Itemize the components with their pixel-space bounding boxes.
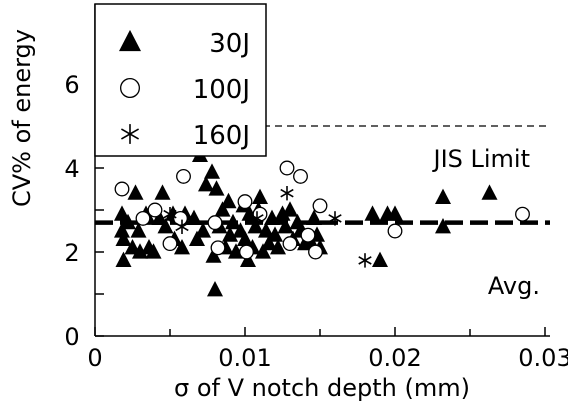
- point-30j: [130, 222, 147, 238]
- point-100j: [239, 244, 254, 260]
- point-30j: [387, 205, 403, 221]
- point-100j: [293, 168, 308, 184]
- point-30j: [186, 209, 202, 225]
- point-100j: [279, 160, 295, 176]
- point-100j: [515, 206, 530, 222]
- point-30j: [120, 213, 136, 230]
- point-30j: [154, 184, 171, 200]
- point-30j: [214, 201, 231, 217]
- point-160j-stroke: [328, 214, 342, 223]
- point-160j: [328, 211, 342, 226]
- point-30j: [240, 251, 256, 267]
- point-30j: [127, 184, 144, 200]
- point-100j: [135, 210, 151, 226]
- point-30j: [252, 188, 268, 204]
- y-tick-label: 4: [64, 155, 79, 183]
- point-100j: [162, 236, 178, 252]
- legend-marker-160j: [120, 124, 140, 144]
- point-30j: [207, 281, 223, 297]
- point-30j: [132, 243, 148, 259]
- point-30j: [372, 251, 388, 267]
- point-30j: [255, 243, 271, 259]
- point-30j: [267, 226, 283, 242]
- point-30j: [115, 230, 132, 246]
- point-30j: [270, 239, 286, 255]
- point-30j: [222, 226, 238, 242]
- data-points: [114, 139, 530, 297]
- point-30j: [237, 230, 253, 246]
- tick-labels: 0 2 4 6 0 0.01 0.02 0.03: [64, 71, 568, 372]
- point-30j: [282, 201, 298, 217]
- point-30j: [225, 213, 241, 230]
- point-30j: [174, 239, 190, 255]
- legend-label-160j: 160J: [193, 121, 250, 151]
- jis-limit-label: JIS Limit: [431, 145, 530, 173]
- x-tick-label: 0.02: [368, 344, 421, 372]
- point-30j: [198, 176, 214, 192]
- point-30j: [151, 209, 168, 225]
- point-30j: [258, 222, 274, 238]
- point-160j: [358, 253, 372, 268]
- point-100j: [147, 202, 163, 218]
- point-30j: [435, 218, 451, 234]
- point-30j: [208, 180, 225, 196]
- legend-label-100j: 100J: [193, 75, 250, 105]
- point-30j: [114, 205, 130, 221]
- point-100j: [312, 198, 328, 214]
- point-30j: [114, 222, 130, 238]
- x-tick-label: 0.03: [518, 344, 568, 372]
- y-tick-label: 0: [64, 323, 79, 351]
- y-tick-label: 2: [64, 239, 79, 267]
- point-30j: [264, 209, 280, 225]
- point-160j: [280, 186, 294, 201]
- avg-label: Avg.: [488, 272, 540, 300]
- point-100j: [387, 223, 403, 239]
- point-30j: [481, 184, 498, 200]
- point-30j: [364, 205, 381, 221]
- legend-marker-160j-stroke: [120, 128, 140, 140]
- y-tick-label: 6: [64, 71, 79, 99]
- point-100j: [176, 168, 191, 184]
- point-160j: [163, 207, 177, 222]
- point-30j: [195, 222, 211, 238]
- point-30j: [145, 243, 162, 259]
- point-100j: [282, 236, 298, 252]
- legend-marker-30j: [119, 29, 141, 52]
- point-160j-stroke: [163, 209, 177, 219]
- x-tick-label: 0: [87, 344, 102, 372]
- point-30j: [189, 230, 205, 246]
- point-30j: [274, 205, 291, 221]
- point-100j: [207, 215, 223, 231]
- legend-label-30j: 30J: [209, 29, 250, 59]
- point-30j: [204, 163, 220, 179]
- point-160j-stroke: [250, 214, 264, 223]
- point-100j: [210, 240, 226, 256]
- point-30j: [205, 247, 222, 263]
- point-160j: [175, 219, 189, 234]
- x-axis-label: σ of V notch depth (mm): [174, 374, 470, 402]
- legend-marker-100j: [120, 78, 141, 99]
- point-30j: [115, 251, 132, 267]
- point-30j: [277, 218, 294, 234]
- point-30j: [220, 192, 237, 209]
- point-100j: [308, 244, 323, 260]
- point-30j: [306, 209, 322, 225]
- point-160j-stroke: [175, 222, 189, 232]
- point-30j: [435, 188, 451, 204]
- y-axis-label: CV% of energy: [8, 29, 36, 207]
- point-100j: [300, 227, 316, 243]
- point-100j: [237, 194, 253, 210]
- x-tick-label: 0.01: [218, 344, 271, 372]
- point-160j-stroke: [358, 256, 372, 265]
- point-160j-stroke: [280, 188, 294, 198]
- point-30j: [157, 218, 174, 234]
- point-30j: [247, 218, 264, 234]
- point-160j: [250, 211, 264, 226]
- point-100j: [114, 181, 130, 197]
- point-30j: [261, 234, 277, 251]
- legend: 30J 100J 160J: [94, 3, 267, 157]
